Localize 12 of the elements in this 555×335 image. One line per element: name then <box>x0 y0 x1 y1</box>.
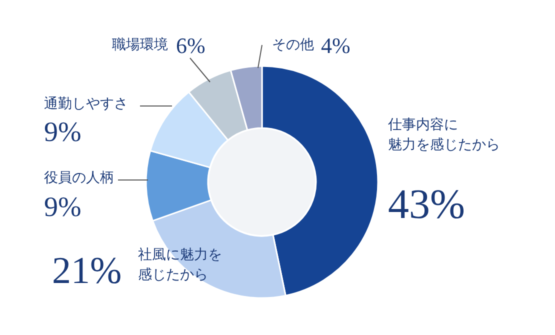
data-label: 21% <box>52 250 122 292</box>
data-label: 9% <box>44 192 82 223</box>
slice-label: 仕事内容に魅力を感じたから <box>387 117 500 153</box>
data-label: 6% <box>176 33 206 58</box>
data-label: 43% <box>388 182 465 228</box>
slice-label: その他 <box>272 37 314 53</box>
slice-label: 社風に魅力を感じたから <box>138 247 222 283</box>
slice-label: 職場環境 <box>112 37 168 53</box>
slice-label: 役員の人柄 <box>44 170 114 186</box>
data-label: 9% <box>44 117 82 148</box>
slice-label: 通勤しやすさ <box>44 96 128 112</box>
data-label: 4% <box>321 33 350 58</box>
